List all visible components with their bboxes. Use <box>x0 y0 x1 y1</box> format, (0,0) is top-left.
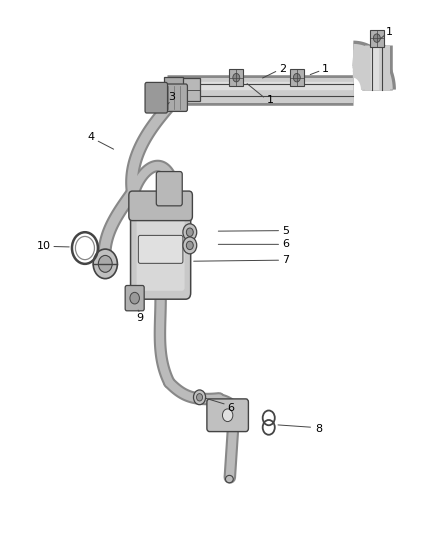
Circle shape <box>186 241 193 249</box>
FancyBboxPatch shape <box>160 84 187 111</box>
FancyBboxPatch shape <box>207 399 248 432</box>
Text: 1: 1 <box>321 64 328 74</box>
FancyBboxPatch shape <box>129 191 192 221</box>
FancyBboxPatch shape <box>137 205 185 291</box>
FancyBboxPatch shape <box>138 236 183 263</box>
Bar <box>370 30 384 46</box>
Circle shape <box>233 74 240 82</box>
FancyBboxPatch shape <box>156 172 182 206</box>
FancyBboxPatch shape <box>145 83 168 113</box>
Bar <box>178 78 200 101</box>
Text: 1: 1 <box>267 95 273 106</box>
Circle shape <box>197 393 202 401</box>
Circle shape <box>223 409 233 422</box>
Text: 10: 10 <box>37 241 51 252</box>
Text: 3: 3 <box>168 92 175 102</box>
Text: 4: 4 <box>88 132 95 142</box>
Text: 1: 1 <box>386 27 393 37</box>
FancyBboxPatch shape <box>125 286 144 311</box>
Text: 8: 8 <box>315 424 322 434</box>
Circle shape <box>373 34 380 42</box>
Circle shape <box>194 390 205 405</box>
Bar <box>164 77 183 103</box>
FancyBboxPatch shape <box>131 197 191 299</box>
Text: 6: 6 <box>283 239 290 249</box>
Text: 2: 2 <box>279 64 286 74</box>
Circle shape <box>186 228 193 237</box>
Circle shape <box>130 292 139 304</box>
Circle shape <box>293 74 300 82</box>
Text: 9: 9 <box>137 313 144 323</box>
Circle shape <box>183 237 197 254</box>
Circle shape <box>99 255 112 272</box>
Text: 7: 7 <box>283 255 290 265</box>
Ellipse shape <box>226 475 233 483</box>
Circle shape <box>93 249 117 279</box>
Bar <box>230 69 243 86</box>
Bar <box>290 69 304 86</box>
Circle shape <box>183 224 197 241</box>
Text: 5: 5 <box>283 225 290 236</box>
Text: 6: 6 <box>227 403 234 413</box>
